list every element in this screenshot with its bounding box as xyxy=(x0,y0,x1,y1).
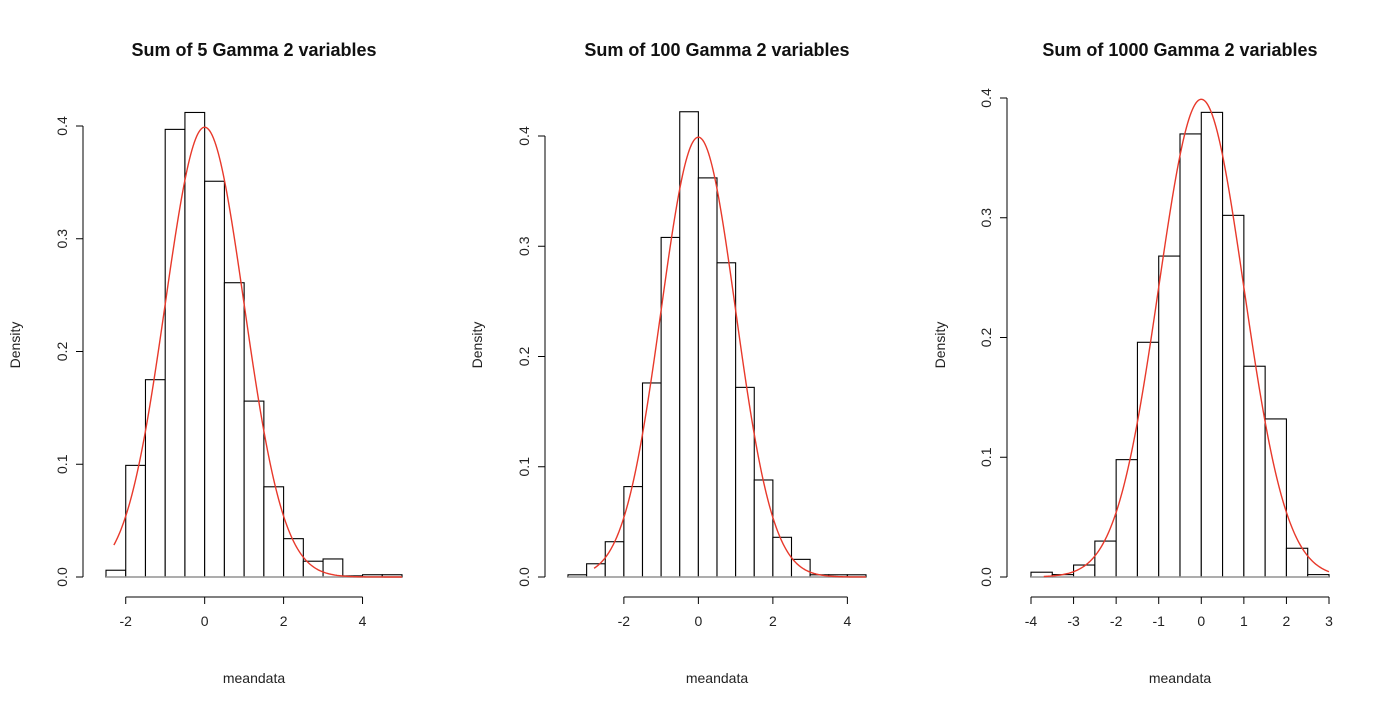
histogram-bar xyxy=(679,111,699,578)
histogram-bar xyxy=(1243,365,1266,578)
density-curve xyxy=(593,136,866,578)
x-tick-label: -2 xyxy=(120,613,133,629)
histogram-bar xyxy=(1094,540,1117,578)
histogram-bar xyxy=(586,563,606,578)
histogram-bar xyxy=(641,382,662,578)
y-axis-label: Density xyxy=(7,322,23,369)
histogram-bar xyxy=(604,541,625,578)
y-axis-label: Density xyxy=(469,322,485,369)
density-curve xyxy=(1043,98,1330,578)
x-tick-label: 1 xyxy=(1240,613,1248,629)
y-tick-label: 0.1 xyxy=(978,447,994,467)
chart-title: Sum of 1000 Gamma 2 variables xyxy=(1042,40,1317,60)
histogram-bar xyxy=(1264,418,1287,578)
x-tick-label: -1 xyxy=(1152,613,1165,629)
y-tick-label: 0.2 xyxy=(54,342,70,362)
y-axis-label: Density xyxy=(932,322,948,369)
chart-title: Sum of 5 Gamma 2 variables xyxy=(131,40,376,60)
histogram-bar xyxy=(716,262,737,578)
histogram-bar xyxy=(302,560,324,578)
y-tick-label: 0.3 xyxy=(978,208,994,228)
histogram-bar xyxy=(753,479,774,578)
x-axis-label: meandata xyxy=(223,670,285,686)
x-tick-label: 0 xyxy=(201,613,209,629)
x-tick-label: 4 xyxy=(843,613,851,629)
x-tick-label: -4 xyxy=(1025,613,1038,629)
histogram-bar xyxy=(184,111,206,578)
histogram-panel-5: Sum of 5 Gamma 2 variables meandata Dens… xyxy=(7,40,403,686)
histogram-bar xyxy=(697,177,718,578)
y-tick-label: 0.0 xyxy=(54,567,70,587)
chart-title: Sum of 100 Gamma 2 variables xyxy=(584,40,849,60)
histogram-bar xyxy=(1115,459,1138,578)
x-tick-label: -3 xyxy=(1067,613,1080,629)
y-tick-label: 0.0 xyxy=(516,567,532,587)
x-axis-label: meandata xyxy=(686,670,748,686)
y-tick-label: 0.1 xyxy=(54,454,70,474)
y-tick-label: 0.3 xyxy=(54,229,70,249)
histogram-bar xyxy=(223,282,245,578)
x-tick-label: -2 xyxy=(618,613,631,629)
histogram-bar xyxy=(283,538,304,578)
histogram-panel-100: Sum of 100 Gamma 2 variables meandata De… xyxy=(469,40,867,686)
histogram-bar xyxy=(243,400,265,578)
x-tick-label: 2 xyxy=(1283,613,1291,629)
x-tick-label: 0 xyxy=(1197,613,1205,629)
density-curve xyxy=(113,126,402,578)
x-tick-label: 0 xyxy=(694,613,702,629)
histogram-bar xyxy=(263,486,285,578)
y-tick-label: 0.1 xyxy=(516,457,532,477)
y-tick-label: 0.4 xyxy=(516,126,532,146)
y-tick-label: 0.4 xyxy=(54,116,70,136)
histogram-bar xyxy=(1200,111,1224,578)
y-tick-label: 0.3 xyxy=(516,236,532,256)
histogram-bar xyxy=(144,379,166,578)
x-axis-label: meandata xyxy=(1149,670,1211,686)
x-tick-label: -2 xyxy=(1110,613,1123,629)
x-tick-label: 2 xyxy=(280,613,288,629)
x-tick-label: 2 xyxy=(769,613,777,629)
histogram-bar xyxy=(105,569,127,578)
x-tick-label: 3 xyxy=(1325,613,1333,629)
histogram-panel-1000: Sum of 1000 Gamma 2 variables meandata D… xyxy=(932,40,1333,686)
histogram-bar xyxy=(204,180,225,578)
y-tick-label: 0.0 xyxy=(978,567,994,587)
histogram-bar xyxy=(623,486,644,578)
y-tick-label: 0.2 xyxy=(516,347,532,367)
histogram-bar xyxy=(1158,255,1181,578)
x-tick-label: 4 xyxy=(359,613,367,629)
y-tick-label: 0.4 xyxy=(978,88,994,108)
histogram-bar xyxy=(1179,133,1202,578)
histogram-bar xyxy=(1136,341,1160,578)
y-tick-label: 0.2 xyxy=(978,328,994,348)
